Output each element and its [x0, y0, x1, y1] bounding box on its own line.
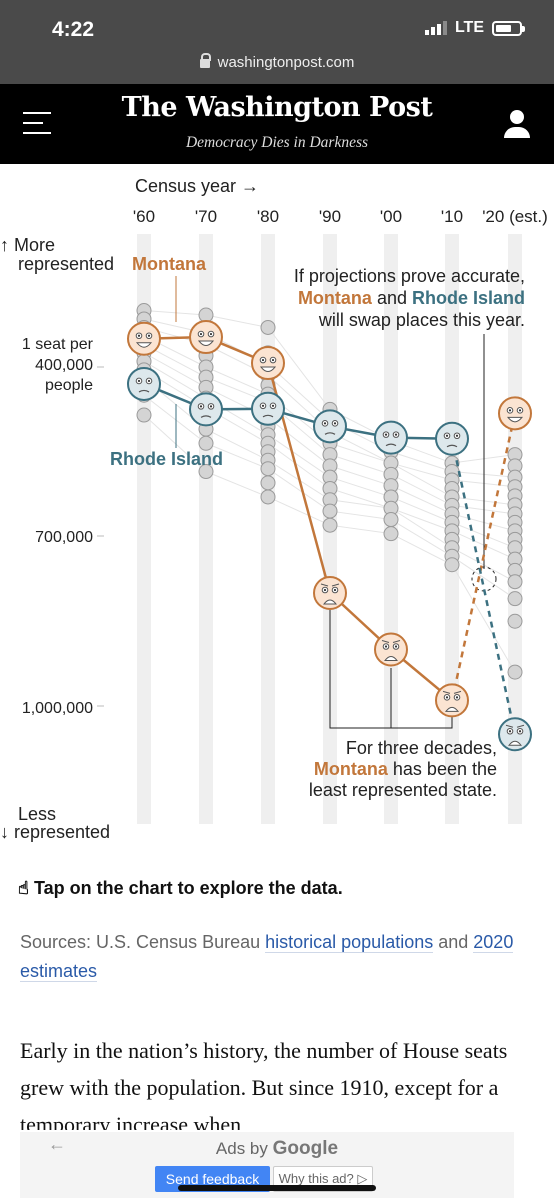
- other-state-dot: [383, 526, 399, 542]
- y-tick-label: people: [45, 377, 93, 394]
- other-state-dot: [444, 557, 460, 573]
- rhode-island-face-2010: [435, 421, 469, 456]
- montana-face-2010: [435, 683, 469, 718]
- montana-face-1970: [189, 320, 223, 355]
- montana-face-1980: [251, 346, 285, 381]
- other-state-dot: [322, 503, 338, 519]
- x-tick-label: '00: [380, 207, 402, 226]
- annotation-least-line-2: Montana has been the: [314, 759, 497, 779]
- url-bar[interactable]: washingtonpost.com: [0, 48, 554, 84]
- rhode-island-series-label: Rhode Island: [110, 449, 223, 469]
- other-state-dot: [507, 664, 523, 680]
- montana-face-2000: [374, 632, 408, 667]
- rhode-island-face-2020: [498, 717, 532, 752]
- annotation-swap-line-1: If projections prove accurate,: [294, 266, 525, 286]
- x-axis-title: Census year →: [135, 176, 259, 196]
- lock-icon: [199, 53, 211, 68]
- sources-prefix: Sources: U.S. Census Bureau: [20, 932, 266, 952]
- pointer-hand-icon: ☝︎: [18, 878, 29, 898]
- other-state-dot: [507, 591, 523, 607]
- sources-mid: and: [433, 932, 474, 952]
- historical-populations-link[interactable]: historical populations: [265, 932, 434, 953]
- signal-icon: [424, 21, 447, 35]
- other-state-dot: [322, 517, 338, 533]
- other-state-dot: [198, 435, 214, 451]
- ads-by-label: Ads by: [215, 1139, 268, 1158]
- montana-face-1990: [313, 576, 347, 610]
- chart-caption-text: Tap on the chart to explore the data.: [33, 878, 343, 898]
- rhode-island-face-1990: [313, 409, 347, 444]
- annotation-montana-word-2: Montana: [314, 759, 389, 779]
- home-indicator[interactable]: [178, 1185, 376, 1191]
- sources: Sources: U.S. Census Bureau historical p…: [20, 928, 540, 986]
- estimates-2020-link[interactable]: 2020 estimates: [20, 932, 514, 982]
- site-logo[interactable]: The Washington Post: [121, 92, 433, 123]
- google-label: Google: [272, 1138, 339, 1159]
- y-tick-label: 400,000: [35, 357, 93, 374]
- x-tick-label: '60: [133, 207, 155, 226]
- user-account-icon[interactable]: [502, 110, 532, 140]
- x-tick-label: '20 (est.): [482, 207, 548, 226]
- annotation-least-line-3: least represented state.: [309, 780, 497, 800]
- other-state-dot: [136, 407, 152, 423]
- y-top-label-2: represented: [18, 254, 114, 274]
- annotation-least-line-2-text: Montana has been the: [314, 759, 497, 779]
- x-tick-label: '10: [441, 207, 463, 226]
- other-state-dot: [198, 464, 214, 480]
- status-bar: 4:22 LTE: [0, 0, 554, 48]
- annotation-montana-word: Montana: [298, 288, 373, 308]
- battery-icon: [492, 20, 525, 36]
- annotation-rest-words: has been the: [388, 759, 497, 779]
- y-tick-label: 1,000,000: [22, 700, 93, 717]
- y-bottom-label-1: Less: [18, 804, 56, 824]
- other-state-dot: [260, 461, 276, 477]
- other-state-dot: [260, 319, 276, 335]
- other-state-dot: [260, 489, 276, 505]
- y-tick-label: 1 seat per: [22, 336, 94, 353]
- back-arrow-icon[interactable]: ←: [48, 1134, 66, 1154]
- y-bottom-label-2: ↓ represented: [0, 822, 110, 842]
- annotation-rhode-island-word: Rhode Island: [412, 288, 525, 308]
- x-tick-label: '70: [195, 207, 217, 226]
- ads-by-google: Ads by Google: [0, 1138, 554, 1160]
- montana-face-1960: [127, 321, 161, 356]
- x-axis-ticks: '60 '70 '80 '90 '00 '10 '20 (est.): [133, 207, 548, 226]
- y-axis-ticks: 1 seat per 400,000 people 700,000 1,000,000: [22, 336, 104, 717]
- other-state-dot: [260, 475, 276, 491]
- annotation-and-word: and: [372, 288, 412, 308]
- other-state-dot: [507, 574, 523, 590]
- annotation-swap-line-3: will swap places this year.: [318, 310, 525, 330]
- other-state-dot: [507, 613, 523, 629]
- other-state-dot: [198, 307, 214, 323]
- state-face-markers: [127, 320, 532, 752]
- status-time: 4:22: [52, 18, 95, 41]
- y-top-label-1: ↑ More: [0, 235, 55, 255]
- rhode-island-face-1970: [189, 392, 223, 427]
- article-paragraph: Early in the nation’s history, the numbe…: [20, 1038, 508, 1132]
- hamburger-menu-icon[interactable]: [23, 112, 51, 136]
- rhode-island-face-1980: [251, 391, 285, 426]
- montana-face-2020: [498, 396, 532, 431]
- montana-series-label: Montana: [132, 254, 207, 274]
- annotation-swap-line-2-text: Montana and Rhode Island: [298, 288, 525, 308]
- x-tick-label: '80: [257, 207, 279, 226]
- ad-banner: ← Ads by Google Send feedback Why this a…: [0, 1130, 554, 1200]
- representation-chart[interactable]: 1 seat per400,000people700,0001,000,000 …: [0, 164, 554, 864]
- rhode-island-face-1960: [127, 366, 161, 401]
- network-label: LTE: [454, 19, 484, 36]
- rhode-island-face-2000: [374, 420, 408, 455]
- annotation-swap-line-2: Montana and Rhode Island: [298, 288, 525, 308]
- y-tick-label: 700,000: [35, 529, 93, 546]
- chart-caption: ☝︎ Tap on the chart to explore the data.: [18, 878, 343, 899]
- x-tick-label: '90: [319, 207, 341, 226]
- annotation-least-line-1: For three decades,: [346, 738, 497, 758]
- projection-line-montana: [450, 413, 517, 701]
- site-tagline: Democracy Dies in Darkness: [185, 134, 369, 151]
- other-state-dot: [383, 512, 399, 528]
- masthead: The Washington Post Democracy Dies in Da…: [0, 84, 554, 164]
- url-text: washingtonpost.com: [217, 54, 355, 71]
- status-indicators: LTE: [424, 19, 525, 37]
